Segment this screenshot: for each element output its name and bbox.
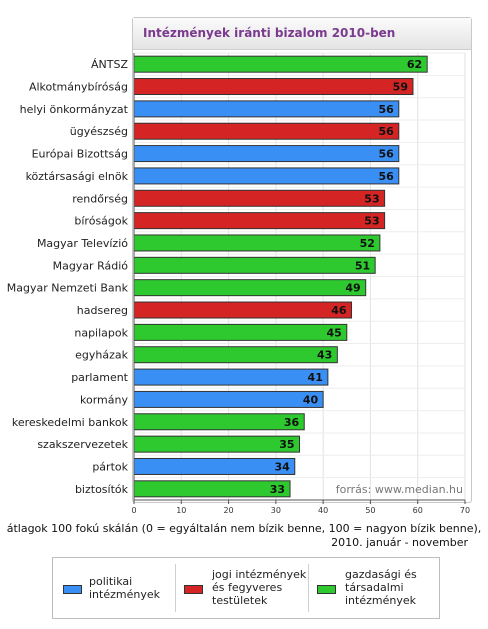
data-label: 34 [274,460,290,473]
footnote-line-2: 2010. január - november [331,536,468,549]
data-label: 49 [345,282,360,295]
category-label: parlament [71,371,128,384]
tick-label: 60 [413,506,423,515]
tick-label: 30 [271,506,281,515]
tick-label: 70 [460,506,470,515]
data-label: 62 [407,58,422,71]
chart-title: Intézmények iránti bizalom 2010-ben [143,26,396,40]
bar [133,457,296,475]
category-label: bíróságok [74,215,128,228]
data-label: 41 [308,371,323,384]
bar [133,480,291,498]
bar-chart: forrás: www.median.hu ÁNTSZ 62 Alkotmánybír… [7,52,470,515]
category-label: Magyar Televízió [37,237,128,250]
category-label: hadsereg [77,304,128,317]
category-label: ügyészség [70,125,128,138]
bar [133,413,305,431]
legend-item-politikai: politikai intézmények [53,558,175,618]
bar [133,279,367,297]
category-label: egyházak [75,349,128,362]
category-label: pártok [92,460,128,473]
bar [133,256,376,274]
bar [133,368,329,386]
bar [133,100,400,118]
category-label: Európai Bizottság [32,148,128,161]
data-label: 52 [360,237,375,250]
data-label: 56 [378,148,394,161]
bar [133,122,400,140]
data-label: 46 [331,304,347,317]
bar [133,167,400,185]
category-label: Magyar Nemzeti Bank [7,282,129,295]
category-label: szakszervezetek [37,438,128,451]
data-label: 36 [284,416,300,429]
legend-swatch-jogi [184,585,203,594]
category-label: köztársasági elnök [26,170,129,183]
legend-divider [175,564,176,612]
category-label: biztosítók [75,483,129,496]
bar [133,390,324,408]
bar [133,435,300,453]
legend-swatch-gazdasagi [317,585,336,594]
bar [133,189,386,207]
bar [133,323,348,341]
bar [133,301,353,319]
category-label: Alkotmánybíróság [29,81,128,94]
legend-item-gazdasagi: gazdasági és társadalmi intézmények [309,558,439,618]
tick-label: 40 [318,506,328,515]
bar [133,78,414,96]
tick-label: 50 [365,506,375,515]
data-label: 45 [326,326,341,339]
category-label: kereskedelmi bankok [12,416,129,429]
bar [133,346,338,364]
data-label: 33 [270,483,285,496]
category-label: ÁNTSZ [91,58,128,71]
legend-item-jogi: jogi intézmények és fegyveres testületek [176,558,308,618]
data-label: 40 [303,393,319,406]
data-label: 53 [364,215,379,228]
bar [133,145,400,163]
legend-swatch-politikai [63,585,82,594]
category-label: rendőrség [72,192,128,205]
data-label: 53 [364,192,379,205]
legend-label-jogi: jogi intézmények és fegyveres testületek [212,568,307,607]
legend-divider [308,564,309,612]
data-label: 35 [279,438,294,451]
bar [133,212,386,230]
chart-footnote: átlagok 100 fokú skálán (0 = egyáltalán … [0,522,488,550]
bar [133,234,381,252]
data-label: 56 [378,103,394,116]
legend-label-politikai: politikai intézmények [89,575,160,601]
chart-header: Intézmények iránti bizalom 2010-ben [133,18,471,50]
legend-label-gazdasagi: gazdasági és társadalmi intézmények [345,568,417,607]
bar [133,55,428,73]
category-label: napilapok [74,326,128,339]
data-label: 56 [378,170,394,183]
footnote-line-1: átlagok 100 fokú skálán (0 = egyáltalán … [6,522,482,535]
data-label: 56 [378,125,394,138]
source-note: forrás: www.median.hu [336,483,463,496]
tick-label: 20 [223,506,233,515]
chart-legend: politikai intézmények jogi intézmények é… [52,557,440,619]
category-label: helyi önkormányzat [20,103,129,116]
tick-label: 0 [131,506,136,515]
data-label: 59 [393,81,408,94]
data-label: 51 [355,259,370,272]
category-label: Magyar Rádió [53,259,129,272]
tick-label: 10 [176,506,186,515]
data-label: 43 [317,349,332,362]
category-label: kormány [80,393,128,406]
